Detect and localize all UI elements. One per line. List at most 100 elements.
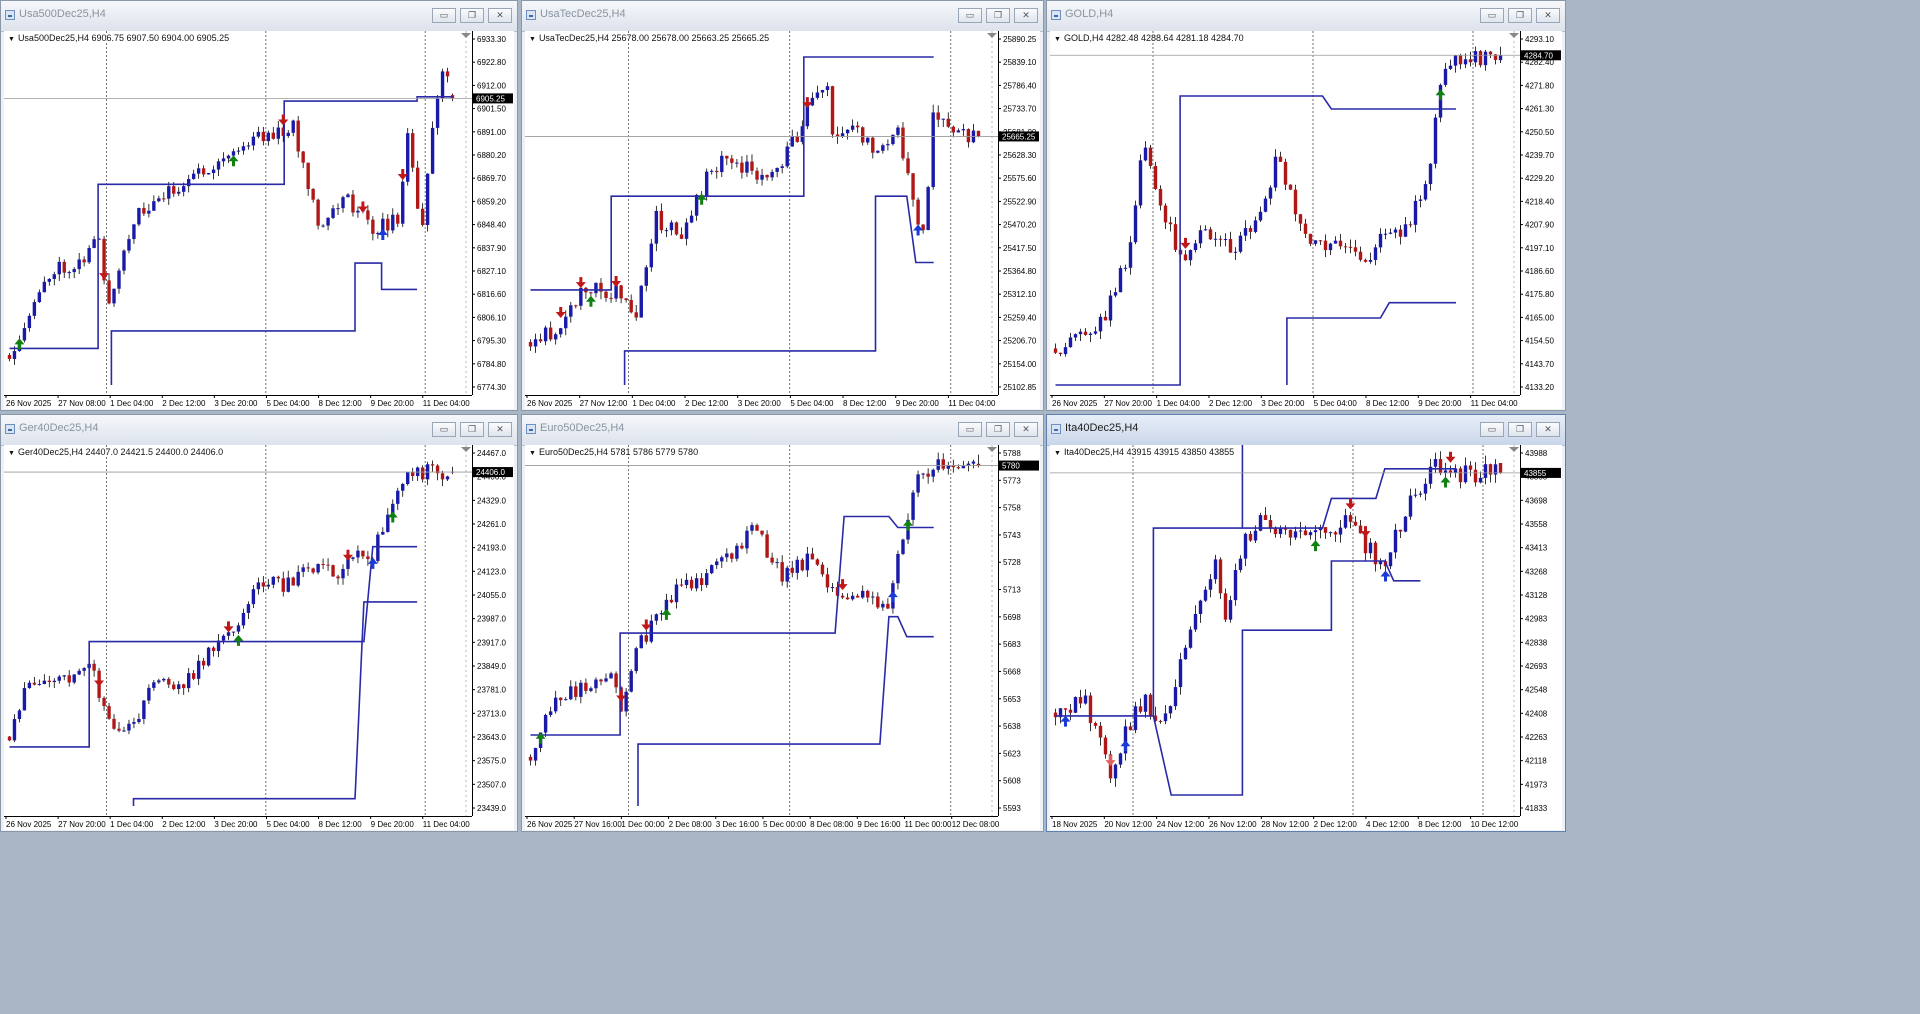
restore-button[interactable]: ❐ — [1508, 8, 1532, 23]
close-button[interactable]: ✕ — [1014, 8, 1038, 23]
window-titlebar[interactable]: Ita40Dec25,H4 ▭ ❐ ✕ — [1047, 415, 1565, 446]
dropdown-triangle-icon[interactable]: ▼ — [529, 36, 536, 43]
chart-shift-marker — [987, 447, 997, 452]
y-tick-label: 25312.10 — [1003, 290, 1037, 299]
dropdown-triangle-icon[interactable]: ▼ — [8, 450, 15, 457]
candles — [7, 67, 455, 365]
price-chart[interactable]: 25890.2525839.1025786.4025733.7025681.00… — [525, 31, 1040, 409]
bearish-candle — [62, 261, 66, 273]
bearish-candle — [574, 686, 578, 697]
y-tick-label: 24193.0 — [477, 544, 506, 553]
bearish-candle — [276, 576, 280, 579]
price-chart[interactable]: 6933.30 6922.80 6912.00 6901.50 6891.00 6880.… — [4, 31, 514, 409]
dropdown-triangle-icon[interactable]: ▼ — [1054, 450, 1061, 457]
minimize-button[interactable]: ▭ — [958, 422, 982, 437]
bullish-candle — [286, 577, 290, 592]
dropdown-triangle-icon[interactable]: ▼ — [529, 450, 536, 457]
bullish-candle — [760, 174, 764, 180]
chart-window[interactable]: Euro50Dec25,H4 ▭ ❐ ✕ 5788 5773 5758 5743 5728 571… — [521, 414, 1044, 832]
y-tick-label: 24261.0 — [477, 520, 506, 529]
restore-button[interactable]: ❐ — [460, 8, 484, 23]
bearish-candle — [1108, 754, 1113, 779]
window-titlebar[interactable]: Ger40Dec25,H4 ▭ ❐ ✕ — [1, 415, 517, 446]
bullish-candle — [177, 684, 181, 690]
price-chart[interactable]: 43988 43855 43698 43558 43413 43268 43128 42983… — [1050, 445, 1562, 830]
bullish-candle — [1188, 250, 1193, 261]
window-titlebar[interactable]: Usa500Dec25,H4 ▭ ❐ ✕ — [1, 1, 517, 32]
chart-window[interactable]: Usa500Dec25,H4 ▭ ❐ ✕ 6933.30 6922.80 6912.00 69… — [0, 0, 518, 411]
bullish-candle — [216, 161, 221, 170]
chart-window[interactable]: Ger40Dec25,H4 ▭ ❐ ✕ 24467.0 24406.0 24329.0 242… — [0, 414, 518, 832]
chart-svg[interactable]: 24467.0 24406.0 24329.0 24261.0 24193.0 24123… — [4, 445, 514, 830]
window-title: GOLD,H4 — [1065, 8, 1114, 20]
bearish-candle — [1303, 530, 1308, 536]
x-tick-label: 27 Nov 16:00 — [574, 820, 622, 829]
bullish-candle — [689, 215, 694, 223]
window-titlebar[interactable]: UsaTecDec25,H4 ▭ ❐ ✕ — [522, 1, 1043, 32]
chart-svg[interactable]: 5788 5773 5758 5743 5728 5713 5698 5683 5668 5653… — [525, 445, 1040, 830]
close-button[interactable]: ✕ — [488, 422, 512, 437]
bearish-candle — [604, 291, 608, 298]
chart-window[interactable]: UsaTecDec25,H4 ▭ ❐ ✕ 25890.25 25839.10 25786.4… — [521, 0, 1044, 411]
y-tick-label: 6922.80 — [477, 58, 506, 67]
dropdown-triangle-icon[interactable]: ▼ — [8, 36, 15, 43]
indicator-line — [9, 96, 453, 350]
restore-button[interactable]: ❐ — [986, 422, 1010, 437]
minimize-button[interactable]: ▭ — [958, 8, 982, 23]
bearish-candle — [440, 473, 445, 480]
bullish-candle — [241, 146, 246, 151]
bullish-candle — [1413, 494, 1418, 496]
current-price-label: 24406.0 — [476, 468, 505, 477]
bearish-candle — [7, 736, 12, 741]
bullish-candle — [1413, 200, 1418, 225]
price-chart[interactable]: 24467.0 24406.0 24329.0 24261.0 24193.0 24123… — [4, 445, 514, 830]
chart-svg[interactable]: 25890.2525839.1025786.4025733.7025681.00… — [525, 31, 1040, 409]
bearish-candle — [371, 219, 375, 234]
bullish-candle — [1143, 147, 1148, 161]
chart-svg[interactable]: 43988 43855 43698 43558 43413 43268 43128 42983… — [1050, 445, 1562, 830]
bullish-candle — [800, 126, 805, 142]
close-button[interactable]: ✕ — [1536, 8, 1560, 23]
bearish-candle — [1333, 532, 1338, 535]
chart-svg[interactable]: 4293.10 4282.40 4271.80 4261.30 4250.50 4239.… — [1050, 31, 1562, 409]
bearish-candle — [1148, 694, 1153, 716]
bearish-candle — [629, 299, 633, 313]
x-tick-label: 11 Dec 00:00 — [905, 820, 953, 829]
restore-button[interactable]: ❐ — [986, 8, 1010, 23]
window-titlebar[interactable]: GOLD,H4 ▭ ❐ ✕ — [1047, 1, 1565, 32]
bullish-candle — [1313, 240, 1318, 244]
minimize-button[interactable]: ▭ — [432, 8, 456, 23]
bullish-candle — [1168, 706, 1173, 714]
window-titlebar[interactable]: Euro50Dec25,H4 ▭ ❐ ✕ — [522, 415, 1043, 446]
x-tick-label: 5 Dec 00:00 — [763, 820, 807, 829]
minimize-button[interactable]: ▭ — [432, 422, 456, 437]
arrow-up-icon — [387, 511, 398, 523]
minimize-button[interactable]: ▭ — [1480, 422, 1504, 437]
bullish-candle — [1433, 459, 1438, 467]
minimize-button[interactable]: ▭ — [1480, 8, 1504, 23]
close-button[interactable]: ✕ — [1536, 422, 1560, 437]
y-tick-label: 42983 — [1525, 615, 1548, 624]
bearish-candle — [366, 210, 370, 220]
bearish-candle — [1468, 465, 1473, 470]
minimize-icon: ▭ — [965, 424, 975, 434]
dropdown-triangle-icon[interactable]: ▼ — [1054, 36, 1061, 43]
bullish-candle — [1123, 726, 1128, 754]
close-button[interactable]: ✕ — [488, 8, 512, 23]
bearish-candle — [1093, 723, 1098, 726]
restore-button[interactable]: ❐ — [460, 422, 484, 437]
bullish-candle — [1113, 764, 1118, 779]
restore-button[interactable]: ❐ — [1508, 422, 1532, 437]
price-chart[interactable]: 4293.10 4282.40 4271.80 4261.30 4250.50 4239.… — [1050, 31, 1562, 409]
price-chart[interactable]: 5788 5773 5758 5743 5728 5713 5698 5683 5668 5653… — [525, 445, 1040, 830]
bearish-candle — [609, 297, 613, 299]
x-tick-label: 11 Dec 04:00 — [423, 820, 471, 829]
close-button[interactable]: ✕ — [1014, 422, 1038, 437]
chart-svg[interactable]: 6933.30 6922.80 6912.00 6901.50 6891.00 6880.… — [4, 31, 514, 409]
chart-window[interactable]: GOLD,H4 ▭ ❐ ✕ 4293.10 4282.40 4271.80 4261.30 42… — [1046, 0, 1566, 411]
bullish-candle — [1298, 530, 1303, 532]
bearish-candle — [430, 464, 435, 466]
chart-window[interactable]: Ita40Dec25,H4 ▭ ❐ ✕ 43988 43855 43698 43558 4341… — [1046, 414, 1566, 832]
bearish-candle — [715, 170, 719, 173]
bullish-candle — [1393, 529, 1398, 553]
